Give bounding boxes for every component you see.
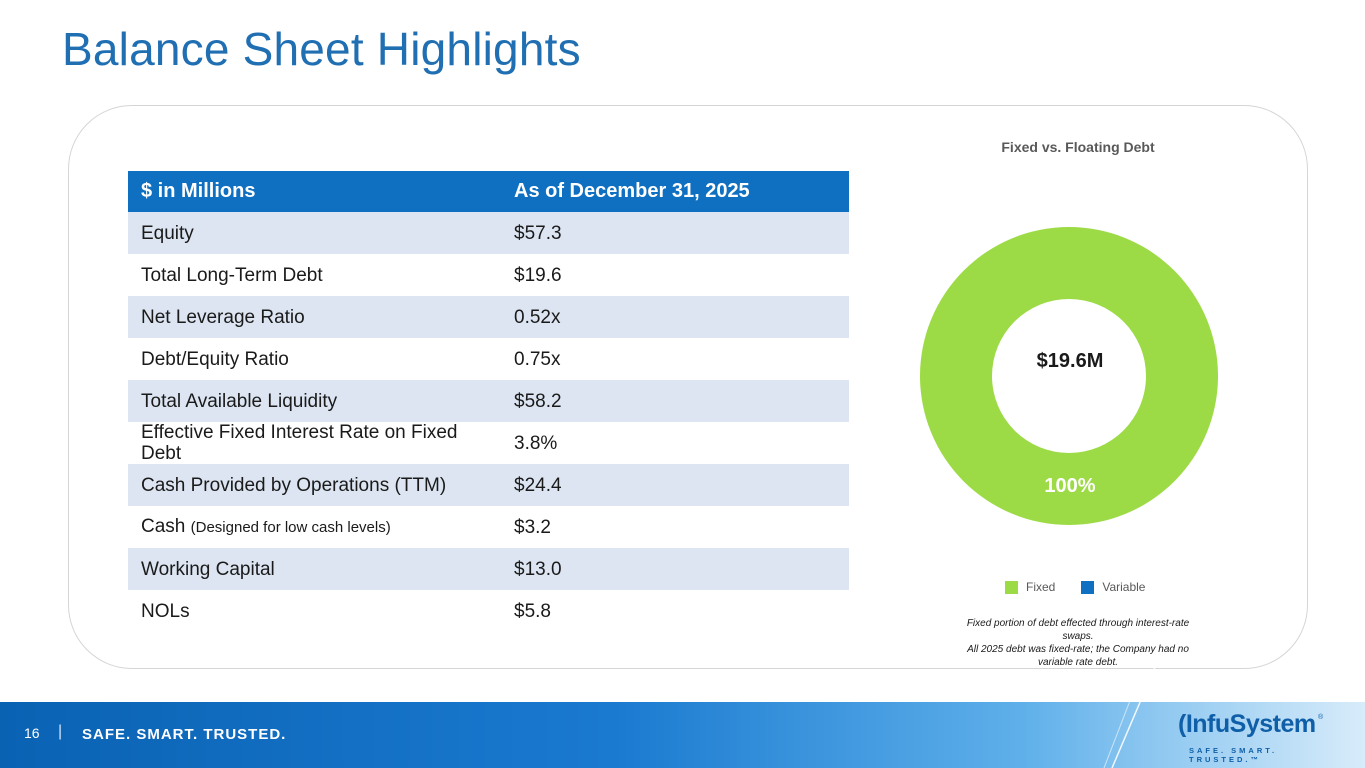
chart-title: Fixed vs. Floating Debt [1001, 139, 1155, 155]
table-row: Cash Provided by Operations (TTM) $24.4 [128, 464, 849, 506]
row-value: 3.8% [514, 432, 558, 454]
logo-name: InfuSystem [1185, 710, 1316, 738]
row-label: Debt/Equity Ratio [141, 348, 289, 370]
row-label: Total Available Liquidity [141, 390, 338, 412]
row-label-cell: Debt/Equity Ratio [128, 338, 501, 380]
row-label-cell: NOLs [128, 590, 501, 632]
row-value: $13.0 [501, 548, 849, 590]
table-row: Equity $57.3 [128, 212, 849, 254]
table-body: Equity $57.3 Total Long-Term Debt $19.6 Net … [128, 212, 849, 632]
decorative-slash-lines [1103, 660, 1159, 768]
row-value: $57.3 [501, 212, 849, 254]
table-row: Effective Fixed Interest Rate on Fixed D… [128, 422, 849, 464]
row-value: $19.6 [514, 264, 562, 286]
logo-mark: ( [1178, 710, 1186, 738]
row-value: $3.2 [514, 516, 551, 538]
row-label: Total Long-Term Debt [141, 264, 323, 286]
legend-swatch-fixed [1005, 580, 1018, 594]
table-row: Total Available Liquidity $58.2 [128, 380, 849, 422]
row-label-cell: Net Leverage Ratio [128, 296, 501, 338]
row-value: $24.4 [501, 464, 849, 506]
table-row: Total Long-Term Debt $19.6 [128, 254, 849, 296]
row-label: Effective Fixed Interest Rate on Fixed D… [141, 422, 458, 464]
table-header-row: $ in Millions As of December 31, 2025 [128, 171, 849, 212]
logo-wordmark: (InfuSystem [1178, 710, 1316, 739]
debt-donut-chart [920, 227, 1218, 525]
legend-label-fixed: Fixed [1026, 580, 1056, 594]
table-row: Debt/Equity Ratio 0.75x [128, 338, 849, 380]
table-row: NOLs $5.8 [128, 590, 849, 632]
footer-separator: | [58, 723, 63, 740]
row-label: Cash Provided by Operations (TTM) [141, 474, 447, 496]
chart-footnote: Fixed portion of debt effected through i… [950, 617, 1206, 669]
row-label: Net Leverage Ratio [141, 306, 305, 328]
row-value: 0.52x [501, 296, 849, 338]
donut-data-label-fixed: 100% [1044, 475, 1096, 497]
row-label: NOLs [141, 600, 190, 622]
row-label-cell: Total Long-Term Debt [128, 254, 501, 296]
row-label-cell: Working Capital [128, 548, 501, 590]
row-label-cell: Equity [128, 212, 501, 254]
page-title: Balance Sheet Highlights [62, 23, 581, 75]
legend-item-variable: Variable [1081, 580, 1145, 594]
header-date: As of December 31, 2025 [501, 171, 849, 212]
row-value: $58.2 [501, 380, 849, 422]
donut-center-label: $19.6M [1036, 350, 1104, 372]
legend-swatch-variable [1081, 580, 1095, 594]
row-label: Equity [141, 222, 194, 244]
row-value: $5.8 [514, 600, 551, 622]
row-label-cell: Cash Provided by Operations (TTM) [128, 464, 501, 506]
row-label-cell: Effective Fixed Interest Rate on Fixed D… [128, 422, 501, 464]
row-label-cell: Cash (Designed for low cash levels) [128, 506, 501, 548]
footnote-line-2: All 2025 debt was fixed-rate; the Compan… [967, 644, 1189, 668]
footer-bar: 16 | SAFE. SMART. TRUSTED. [0, 702, 1365, 768]
row-value: 0.75x [514, 348, 561, 370]
donut-slice-fixed [920, 227, 1218, 525]
table-row: Net Leverage Ratio 0.52x [128, 296, 849, 338]
footer-tagline: SAFE. SMART. TRUSTED. [82, 726, 287, 743]
row-label: Cash [141, 516, 186, 537]
legend-item-fixed: Fixed [1005, 580, 1055, 594]
row-label: Working Capital [141, 558, 275, 580]
page-number: 16 [24, 725, 40, 741]
logo-registered-mark: ® [1318, 714, 1324, 721]
legend-label-variable: Variable [1102, 580, 1146, 594]
footnote-line-1: Fixed portion of debt effected through i… [966, 618, 1190, 642]
header-units: $ in Millions [128, 171, 501, 212]
chart-legend: Fixed Variable [1005, 580, 1171, 594]
row-label-cell: Total Available Liquidity [128, 380, 501, 422]
balance-sheet-table: $ in Millions As of December 31, 2025 Eq… [128, 171, 849, 632]
logo-tagline: SAFE. SMART. TRUSTED.™ [1189, 746, 1278, 764]
table-row: Working Capital $13.0 [128, 548, 849, 590]
infusystem-logo: (InfuSystem ® SAFE. SMART. TRUSTED.™ [1178, 710, 1328, 764]
row-label-note: (Designed for low cash levels) [190, 519, 391, 536]
table-row: Cash (Designed for low cash levels) $3.2 [128, 506, 849, 548]
